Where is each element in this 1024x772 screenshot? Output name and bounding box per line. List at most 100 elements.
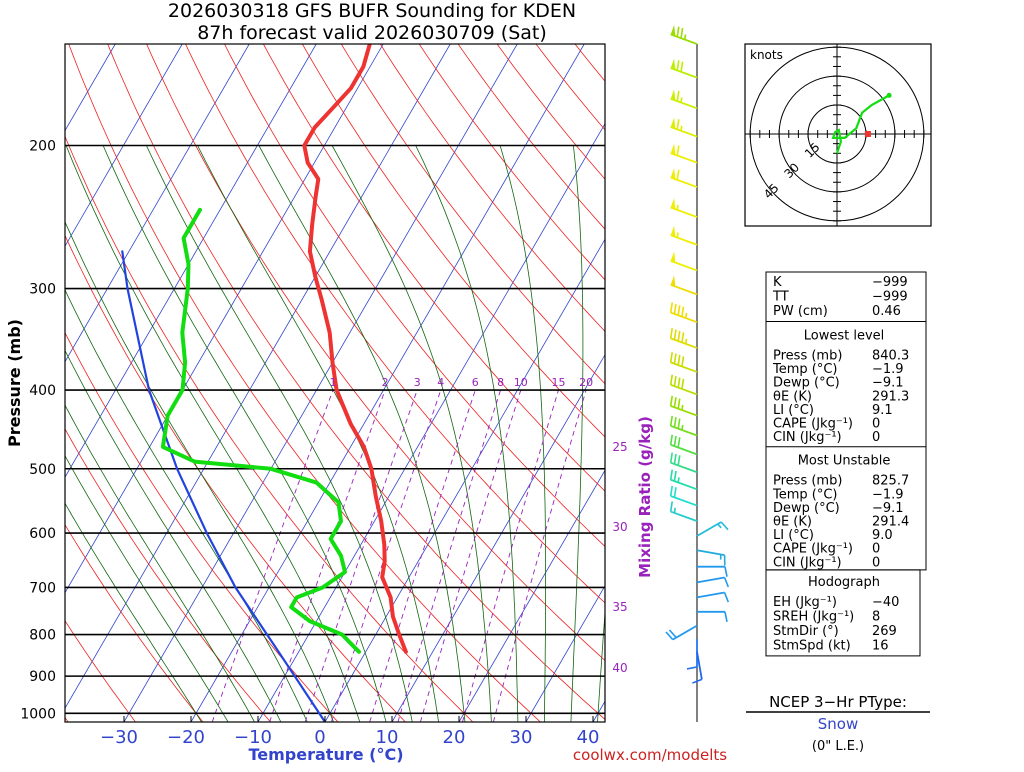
wind-barb-shaft bbox=[671, 385, 697, 395]
indices-label: CIN (Jkg⁻¹) bbox=[773, 430, 842, 445]
wind-barb bbox=[671, 275, 697, 294]
wind-barb-shaft bbox=[671, 426, 697, 436]
wind-barb-shaft bbox=[673, 626, 697, 640]
wind-barb-flag bbox=[674, 376, 676, 386]
dry-adiabat bbox=[926, 44, 1024, 722]
pressure-tick-label: 700 bbox=[29, 580, 56, 596]
wind-barb-flag bbox=[677, 27, 679, 37]
indices-label: SREH (Jkg⁻¹) bbox=[773, 609, 854, 624]
mixing-ratio-axis-title: Mixing Ratio (g/kg) bbox=[636, 416, 654, 578]
mixing-ratio-label: 2 bbox=[382, 376, 389, 389]
moist-adiabat bbox=[598, 146, 634, 723]
wind-barb-flag bbox=[674, 436, 676, 446]
temperature-tick-label: −20 bbox=[167, 727, 205, 748]
wind-barb-halfflag bbox=[682, 405, 683, 410]
mixing-ratio-label: 8 bbox=[497, 376, 504, 389]
wind-barb-flag bbox=[671, 486, 673, 496]
wind-barb-shaft bbox=[671, 463, 697, 473]
wind-barb bbox=[671, 352, 697, 372]
wind-barb-flag bbox=[674, 471, 676, 481]
wind-barb-shaft bbox=[697, 578, 725, 583]
wind-barb bbox=[671, 396, 697, 416]
indices-label: EH (Jkg⁻¹) bbox=[773, 595, 837, 610]
theta-e-label: 30 bbox=[612, 520, 627, 534]
wind-barb-shaft bbox=[671, 362, 697, 372]
mixing-ratio-line bbox=[212, 390, 333, 722]
wind-barb bbox=[671, 118, 697, 137]
wind-barb-flag bbox=[677, 170, 679, 180]
indices-label: StmDir (°) bbox=[773, 624, 839, 639]
wind-barb-halfflag bbox=[685, 35, 686, 40]
wind-barb-pennant bbox=[671, 89, 676, 100]
footer-credit[interactable]: coolwx.com/modelts bbox=[573, 746, 727, 764]
wind-barb-flag bbox=[671, 328, 673, 338]
wind-barb bbox=[671, 251, 697, 270]
wind-barb-shaft bbox=[671, 313, 697, 323]
hodograph-units: knots bbox=[750, 48, 783, 62]
indices-section-title: Hodograph bbox=[808, 575, 880, 590]
wind-barb bbox=[671, 470, 697, 490]
hodograph-end-marker bbox=[887, 93, 892, 98]
wind-barb-shaft bbox=[671, 68, 697, 78]
wind-barb-halfflag bbox=[677, 233, 678, 238]
moist-adiabat bbox=[571, 146, 583, 723]
wind-barb bbox=[697, 550, 725, 565]
moist-adiabat bbox=[416, 146, 518, 723]
storm-motion-marker bbox=[865, 131, 871, 137]
pressure-tick-label: 400 bbox=[29, 383, 56, 399]
indices-value: −40 bbox=[872, 595, 899, 610]
indices-label: K bbox=[773, 275, 782, 290]
mixing-ratio-label: 1 bbox=[330, 376, 337, 389]
wind-barb-shaft bbox=[671, 127, 697, 137]
indices-value: 8 bbox=[872, 609, 880, 624]
wind-barb-shaft bbox=[671, 177, 697, 187]
mixing-ratio-lines bbox=[212, 390, 586, 722]
wind-barb-shaft bbox=[671, 338, 697, 348]
pressure-tick-label: 800 bbox=[29, 628, 56, 644]
wind-barb bbox=[697, 593, 728, 603]
wind-barb-flag bbox=[678, 331, 680, 341]
wind-barb-flag bbox=[674, 417, 676, 427]
wind-barb-flag bbox=[671, 416, 673, 426]
wind-barb-flag bbox=[671, 435, 673, 445]
wind-barb bbox=[671, 328, 697, 348]
temperature-tick-label: −30 bbox=[100, 727, 138, 748]
wind-barb-pennant bbox=[671, 118, 676, 129]
wind-barb-pennant bbox=[671, 144, 676, 155]
wind-barb-flag bbox=[677, 119, 679, 129]
indices-label: TT bbox=[772, 290, 789, 305]
wind-barb-flag bbox=[681, 28, 683, 38]
indices-value: −999 bbox=[872, 275, 908, 290]
mixing-ratio-label: 10 bbox=[514, 376, 528, 389]
wind-barb-flag bbox=[682, 356, 684, 366]
wind-barb bbox=[697, 578, 728, 588]
wind-barb-flag bbox=[671, 453, 673, 463]
wind-barb-halfflag bbox=[674, 508, 675, 513]
wind-barb-flag bbox=[725, 612, 727, 622]
moist-adiabat bbox=[34, 146, 334, 723]
wind-barb-flag bbox=[671, 501, 673, 511]
wind-barb-flag bbox=[671, 375, 673, 385]
wind-barb-halfflag bbox=[686, 313, 687, 318]
mixing-ratio-label: 4 bbox=[437, 376, 444, 389]
wind-barb-halfflag bbox=[681, 126, 682, 131]
pressure-tick-label: 500 bbox=[29, 462, 56, 478]
mixing-ratio-label: 6 bbox=[472, 376, 479, 389]
indices-value: 0 bbox=[872, 555, 880, 570]
wind-barb-shaft bbox=[697, 522, 721, 536]
wind-barb-flag bbox=[681, 62, 683, 72]
indices-value: 16 bbox=[872, 638, 889, 653]
pressure-tick-label: 900 bbox=[29, 669, 56, 685]
wind-barb-halfflag bbox=[677, 205, 678, 210]
wind-barb-halfflag bbox=[686, 339, 687, 344]
wind-barb-flag bbox=[678, 399, 680, 409]
wind-barb-halfflag bbox=[678, 477, 679, 482]
wind-barb bbox=[671, 59, 697, 78]
wind-barb-flag bbox=[682, 332, 684, 342]
wind-barb-flag bbox=[674, 487, 676, 497]
wind-barb-flag bbox=[682, 307, 684, 317]
wind-barb bbox=[671, 375, 697, 395]
